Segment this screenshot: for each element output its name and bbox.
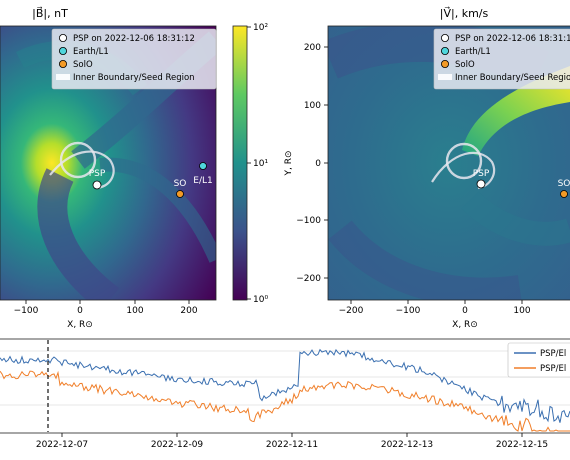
v-panel-title: |V⃗|, km/s <box>440 6 489 20</box>
v-y-axis: 200 100 0 −100 −200 Y, R⊙ <box>284 43 328 284</box>
series-layer <box>0 348 570 432</box>
v-legend-solo: SolO <box>455 60 475 70</box>
b-xtick-label: 200 <box>180 306 197 316</box>
v-legend-seed: Inner Boundary/Seed Region <box>455 73 570 83</box>
v-panel: |V⃗|, km/s PSP SO PSP on 2022-12-06 18:3… <box>284 6 570 330</box>
v-solo-marker <box>560 190 568 198</box>
v-y-axis-label: Y, R⊙ <box>284 150 294 176</box>
solo-label: SO <box>174 179 187 189</box>
b-legend-seed: Inner Boundary/Seed Region <box>73 73 195 83</box>
b-x-axis: −100 0 100 200 X, R⊙ <box>14 300 198 330</box>
b-x-axis-label: X, R⊙ <box>67 320 93 330</box>
psp-label: PSP <box>89 169 106 179</box>
timeseries-legend: PSP/El PSP/El <box>507 342 570 378</box>
psp-marker <box>92 180 102 190</box>
earth-l1-marker <box>199 162 207 170</box>
timeseries-x-axis: 2022-12-07 2022-12-09 2022-12-11 2022-12… <box>36 433 548 450</box>
solo-marker <box>176 190 184 198</box>
ts-xtick-label: 2022-12-15 <box>496 440 548 450</box>
v-ytick-label: −100 <box>296 216 321 226</box>
ts-xtick-label: 2022-12-13 <box>381 440 433 450</box>
v-legend-psp: PSP on 2022-12-06 18:31:12 <box>455 34 570 44</box>
v-xtick-label: −200 <box>339 306 364 316</box>
b-legend-earth: Earth/L1 <box>73 47 109 57</box>
v-psp-label: PSP <box>473 169 490 179</box>
b-xtick-label: 0 <box>77 306 83 316</box>
v-x-axis-label: X, R⊙ <box>452 320 478 330</box>
series-line <box>0 348 570 423</box>
v-ytick-label: 100 <box>304 101 321 111</box>
timeseries-panel: PSP/El PSP/El 2022-12-07 2022-12-09 2022… <box>0 338 570 450</box>
v-psp-marker <box>476 179 486 189</box>
v-legend-earth: Earth/L1 <box>455 47 491 57</box>
ts-xtick-label: 2022-12-11 <box>266 440 318 450</box>
v-ytick-label: 0 <box>315 159 321 169</box>
ts-xtick-label: 2022-12-07 <box>36 440 88 450</box>
b-panel: |B⃗|, nT PSP E/L1 SO PSP on 2022-12-06 1… <box>0 6 268 330</box>
b-xtick-label: 100 <box>126 306 143 316</box>
legend-series-1: PSP/El <box>540 349 566 359</box>
series-line <box>0 370 570 432</box>
colorbar-tick-bottom: 10⁰ <box>253 295 268 305</box>
b-legend: PSP on 2022-12-06 18:31:12 Earth/L1 SolO… <box>51 28 217 90</box>
v-xtick-label: −100 <box>396 306 421 316</box>
b-xtick-label: −100 <box>14 306 39 316</box>
legend-series-2: PSP/El <box>540 364 566 374</box>
v-ytick-label: 200 <box>304 43 321 53</box>
v-x-axis: −200 −100 0 100 X, R⊙ <box>339 300 531 330</box>
v-xtick-label: 0 <box>462 306 468 316</box>
v-solo-label: SO <box>558 179 570 189</box>
v-legend: PSP on 2022-12-06 18:31:12 Earth/L1 SolO… <box>433 28 570 90</box>
v-xtick-label: 100 <box>513 306 530 316</box>
earth-l1-label: E/L1 <box>193 176 212 186</box>
colorbar-tick-mid: 10¹ <box>253 159 268 169</box>
ts-xtick-label: 2022-12-09 <box>151 440 204 450</box>
b-legend-psp: PSP on 2022-12-06 18:31:12 <box>73 34 195 44</box>
colorbar-tick-top: 10² <box>253 23 268 33</box>
b-colorbar: 10² 10¹ 10⁰ <box>232 23 268 305</box>
b-panel-title: |B⃗|, nT <box>32 6 68 20</box>
v-ytick-label: −200 <box>296 274 321 284</box>
b-legend-solo: SolO <box>73 60 93 70</box>
